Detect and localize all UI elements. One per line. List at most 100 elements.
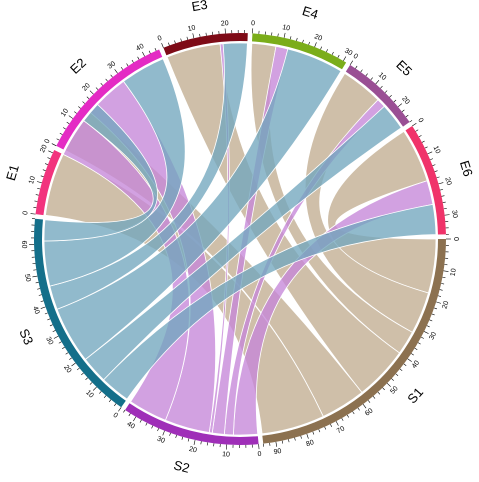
tick-mark xyxy=(425,147,428,148)
tick-label: 30 xyxy=(450,210,458,219)
tick-mark xyxy=(104,396,106,398)
tick-mark xyxy=(429,320,432,321)
tick-mark xyxy=(140,420,141,423)
tick-label: 0 xyxy=(44,138,52,145)
tick-mark xyxy=(353,412,355,415)
sector-label-e3: E3 xyxy=(190,0,208,14)
tick-mark xyxy=(176,435,177,438)
tick-mark xyxy=(41,307,46,309)
tick-mark xyxy=(83,102,85,104)
tick-mark xyxy=(278,34,279,37)
tick-label: 20 xyxy=(62,364,72,375)
tick-mark xyxy=(54,336,58,338)
tick-label: 10 xyxy=(432,145,442,155)
tick-label: 10 xyxy=(282,24,291,33)
tick-mark xyxy=(37,289,40,290)
tick-mark xyxy=(326,49,327,52)
tick-mark xyxy=(415,348,418,350)
tick-mark xyxy=(338,55,339,58)
tick-mark xyxy=(390,95,392,97)
tick-mark xyxy=(133,417,136,421)
tick-mark xyxy=(440,290,443,291)
tick-mark xyxy=(441,283,444,284)
tick-label: 10 xyxy=(377,72,388,82)
tick-mark xyxy=(48,158,51,159)
tick-label: 20 xyxy=(188,446,197,455)
tick-mark xyxy=(69,358,71,360)
sector-label-s3: S3 xyxy=(16,326,36,347)
tick-mark xyxy=(41,301,44,302)
tick-mark xyxy=(62,347,65,349)
tick-label: 30 xyxy=(343,47,353,57)
tick-mark xyxy=(123,410,125,412)
tick-label: 20 xyxy=(400,95,410,106)
tick-label: 30 xyxy=(44,336,54,346)
tick-mark xyxy=(342,418,343,421)
tick-label: 10 xyxy=(60,108,70,118)
tick-mark xyxy=(57,139,60,140)
sector-label-s2: S2 xyxy=(172,457,191,475)
tick-mark xyxy=(406,115,408,117)
tick-mark xyxy=(132,60,134,63)
tick-mark xyxy=(343,57,346,61)
tick-mark xyxy=(432,314,435,315)
tick-label: 0 xyxy=(416,117,424,124)
tick-label: 90 xyxy=(273,448,282,456)
tick-mark xyxy=(434,308,437,309)
tick-label: 70 xyxy=(336,425,346,435)
tick-mark xyxy=(93,387,96,391)
tick-label: 0 xyxy=(22,211,29,216)
tick-mark xyxy=(72,363,76,366)
tick-mark xyxy=(440,189,443,190)
tick-mark xyxy=(361,70,363,72)
tick-mark xyxy=(45,313,48,314)
tick-mark xyxy=(37,181,42,182)
tick-mark xyxy=(67,122,69,124)
tick-mark xyxy=(162,43,164,48)
tick-mark xyxy=(59,342,62,343)
tick-mark xyxy=(319,429,320,432)
tick-mark xyxy=(373,396,375,398)
sector-label-e6: E6 xyxy=(457,159,476,179)
tick-mark xyxy=(290,36,291,39)
tick-mark xyxy=(435,171,438,172)
tick-mark xyxy=(193,33,194,38)
tick-mark xyxy=(325,427,326,430)
tick-mark xyxy=(355,66,357,68)
tick-label: 0 xyxy=(257,451,262,458)
links-layer xyxy=(44,43,436,435)
tick-mark xyxy=(170,433,171,436)
tick-mark xyxy=(433,165,436,166)
tick-mark xyxy=(419,135,422,136)
tick-mark xyxy=(142,52,144,56)
tick-mark xyxy=(380,86,382,88)
tick-mark xyxy=(174,41,175,44)
tick-mark xyxy=(398,104,402,107)
tick-mark xyxy=(276,442,277,447)
tick-mark xyxy=(430,159,433,160)
tick-label: 20 xyxy=(313,33,323,42)
tick-mark xyxy=(114,404,116,406)
tick-label: 20 xyxy=(441,300,450,310)
tick-mark xyxy=(52,144,56,146)
tick-mark xyxy=(442,196,445,197)
tick-mark xyxy=(378,392,380,394)
tick-mark xyxy=(301,436,302,439)
tick-label: 30 xyxy=(156,436,166,445)
tick-mark xyxy=(396,374,398,376)
tick-label: 40 xyxy=(411,359,421,369)
tick-mark xyxy=(437,177,440,178)
tick-mark xyxy=(330,424,331,427)
tick-mark xyxy=(41,176,44,177)
tick-mark xyxy=(303,40,304,43)
tick-mark xyxy=(400,369,402,371)
tick-label: 60 xyxy=(364,407,375,417)
tick-label: 20 xyxy=(443,177,452,186)
tick-mark xyxy=(288,439,289,442)
tick-mark xyxy=(43,170,46,171)
tick-mark xyxy=(60,133,63,135)
tick-mark xyxy=(39,295,42,296)
tick-mark xyxy=(87,97,89,99)
tick-label: 50 xyxy=(389,385,400,396)
tick-mark xyxy=(109,400,111,402)
